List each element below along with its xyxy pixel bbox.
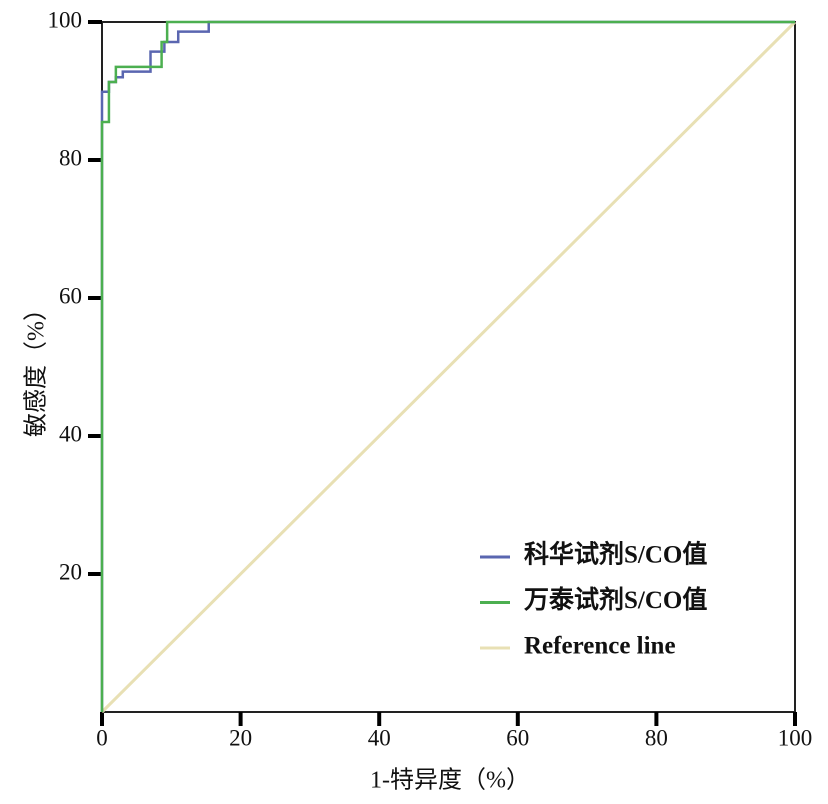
- y-tick-label: 100: [48, 7, 83, 32]
- legend-label: Reference line: [524, 633, 676, 660]
- y-axis-title: 敏感度（%）: [23, 297, 50, 437]
- series-line: [100, 20, 797, 714]
- x-tick-label: 100: [778, 725, 813, 750]
- series-line: [100, 20, 795, 712]
- x-axis-title: 1-特异度（%）: [370, 767, 530, 794]
- x-tick-label: 60: [506, 725, 529, 750]
- x-tick-label: 20: [229, 725, 252, 750]
- x-tick-label: 0: [96, 725, 108, 750]
- x-tick-label: 40: [368, 725, 391, 750]
- x-tick-label: 80: [645, 725, 668, 750]
- legend-label: 万泰试剂S/CO值: [524, 585, 707, 614]
- y-tick-label: 20: [59, 559, 82, 584]
- y-tick-label: 40: [59, 421, 82, 446]
- legend-label: 科华试剂S/CO值: [524, 540, 707, 569]
- y-tick-label: 80: [59, 145, 82, 170]
- y-tick-label: 60: [59, 283, 82, 308]
